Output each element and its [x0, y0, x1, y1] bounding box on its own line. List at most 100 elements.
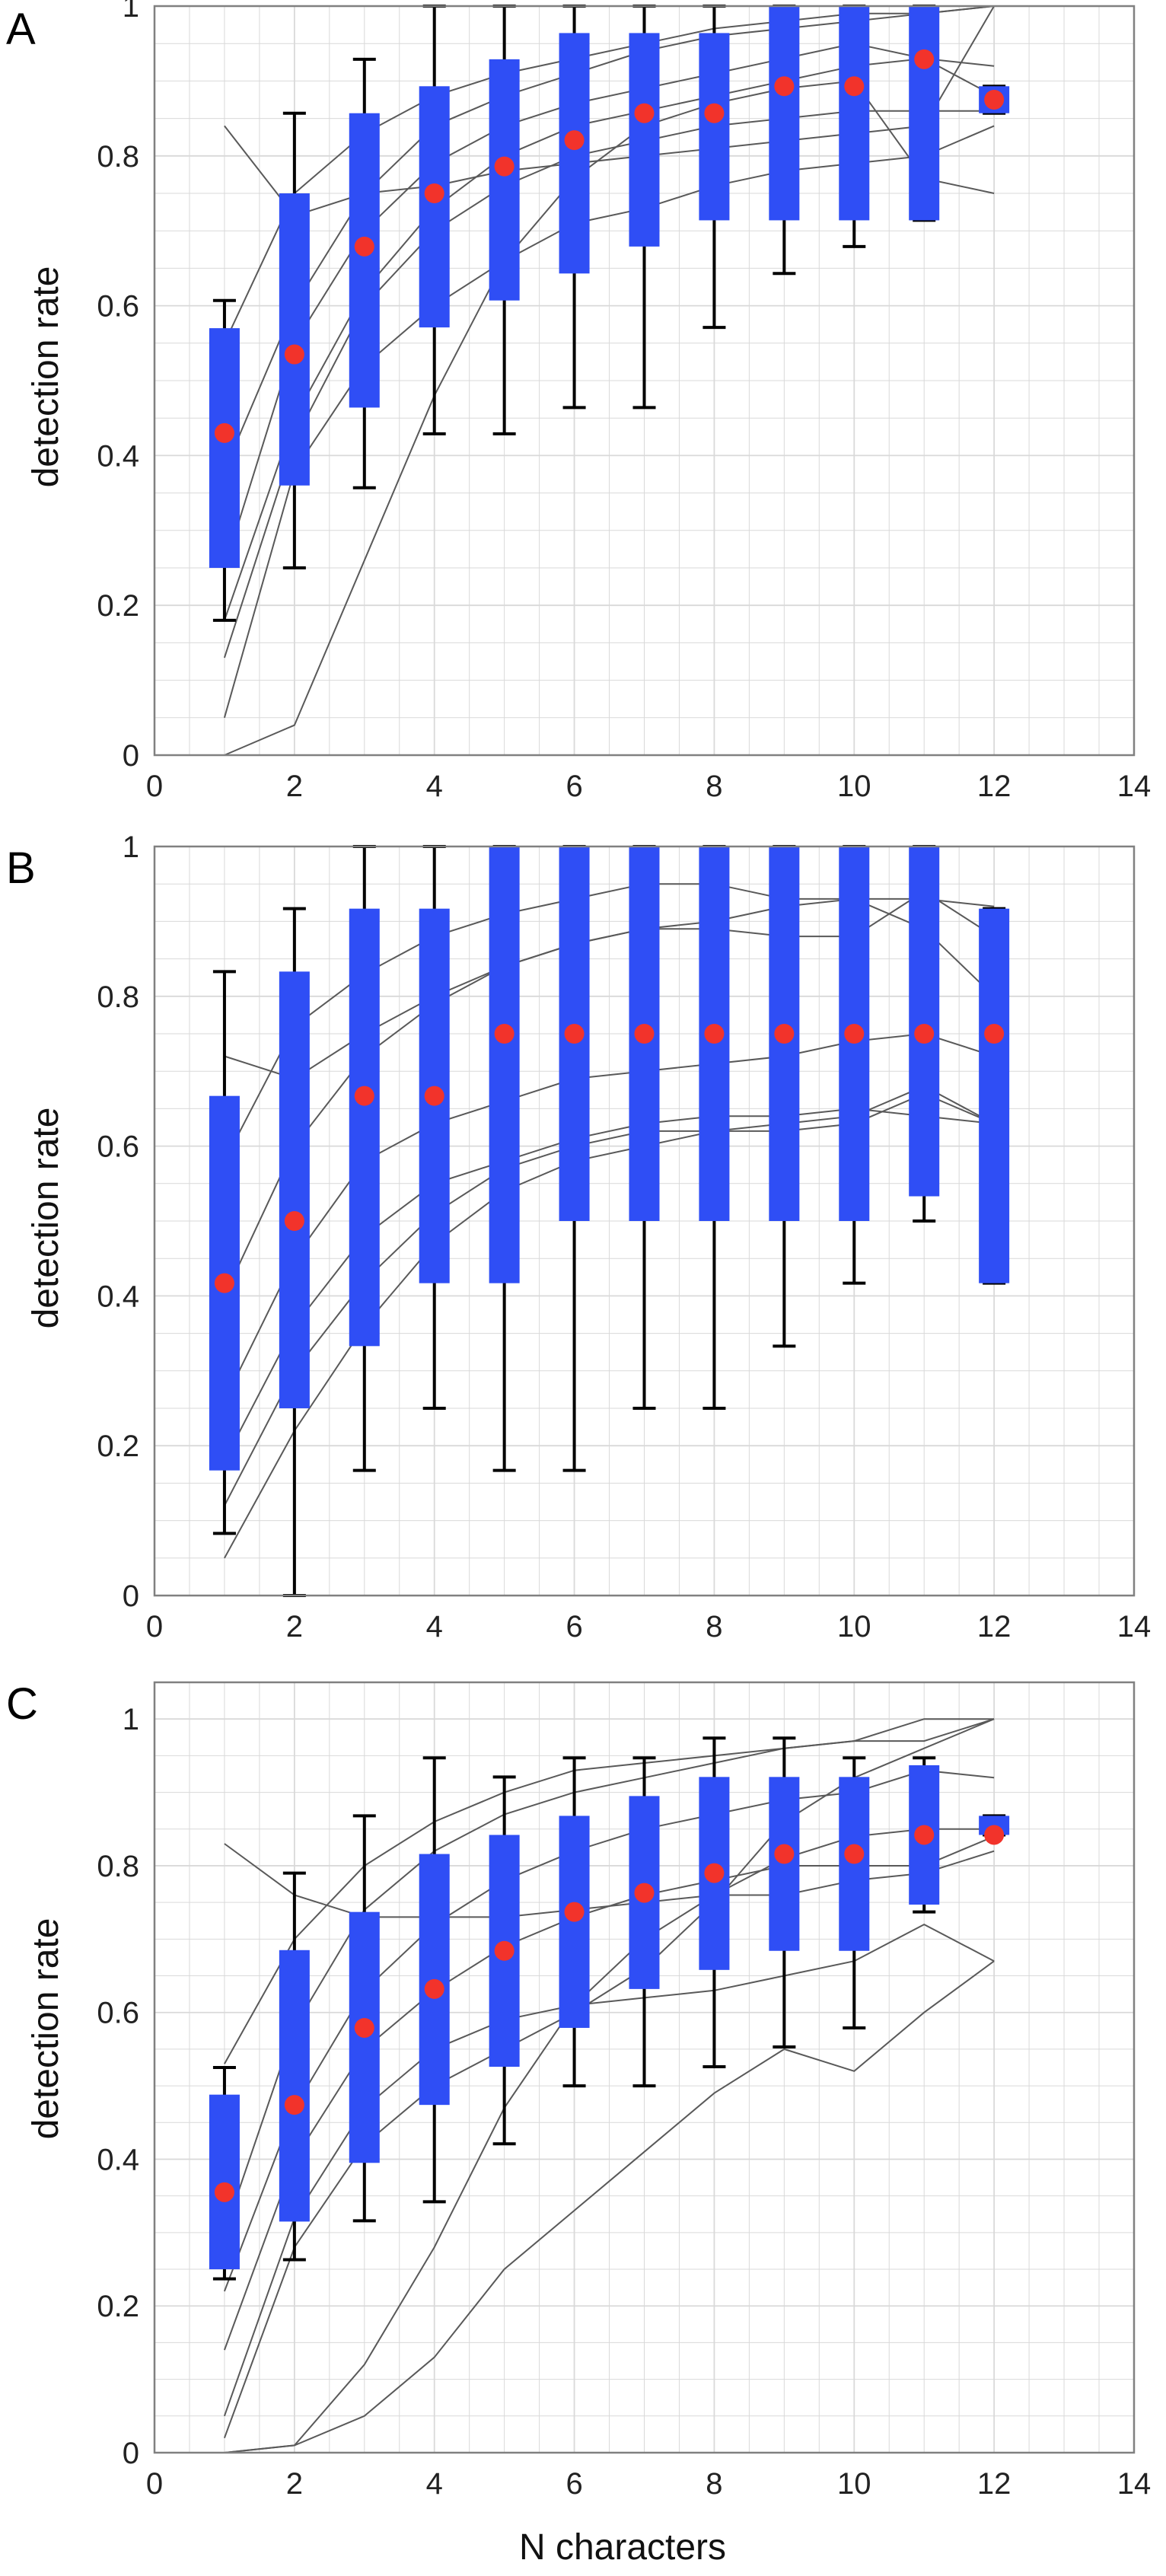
median-dot	[844, 76, 865, 97]
median-dot	[634, 1883, 655, 1903]
x-tick-label: 6	[565, 770, 582, 803]
box-group	[629, 845, 660, 1410]
median-dot	[424, 1978, 444, 1999]
box	[559, 1816, 590, 2028]
box-group	[559, 5, 590, 410]
median-dot	[704, 1863, 725, 1883]
box	[839, 6, 870, 221]
box-group	[839, 845, 870, 1285]
box	[769, 6, 800, 221]
x-tick-label: 0	[146, 2467, 163, 2501]
x-tick-label: 8	[706, 770, 722, 803]
x-tick-label: 0	[146, 770, 163, 803]
y-tick-label: 0.2	[97, 589, 139, 623]
box-group	[629, 5, 660, 410]
median-dot	[424, 1086, 444, 1106]
y-tick-label: 0.6	[97, 1997, 139, 2030]
subject-line	[224, 1718, 995, 2064]
y-tick-label: 0.2	[97, 1430, 139, 1463]
median-dot	[634, 103, 655, 123]
box	[839, 1777, 870, 1951]
y-tick-label: 1	[123, 0, 139, 24]
median-dot	[494, 156, 515, 177]
box-group	[349, 57, 380, 489]
median-dot	[914, 1024, 935, 1044]
median-dot	[914, 1825, 935, 1845]
box-group	[419, 845, 450, 1410]
y-tick-label: 0.4	[97, 1280, 139, 1313]
box-group	[699, 845, 730, 1410]
panel-label: C	[6, 1679, 38, 1729]
box-group	[279, 1871, 310, 2262]
box-group	[909, 1756, 940, 1914]
x-tick-label: 2	[286, 2467, 303, 2501]
x-tick-label: 0	[146, 1610, 163, 1643]
subject-line	[224, 1960, 995, 2453]
median-dot	[914, 49, 935, 69]
median-dot	[354, 1086, 374, 1106]
x-tick-label: 14	[1117, 770, 1152, 803]
box	[559, 33, 590, 274]
axes-frame	[153, 1681, 1136, 2454]
median-dot	[214, 2182, 234, 2202]
box	[909, 846, 940, 1197]
median-dot	[844, 1024, 865, 1044]
x-tick-label: 2	[286, 770, 303, 803]
box	[209, 328, 240, 568]
x-tick-label: 14	[1117, 1610, 1152, 1643]
y-tick-label: 0.8	[97, 1850, 139, 1883]
box	[419, 86, 450, 328]
box-group	[209, 2066, 240, 2281]
median-dot	[494, 1024, 515, 1044]
box-group	[559, 845, 590, 1472]
box-group	[769, 5, 800, 276]
box-group	[559, 1756, 590, 2088]
median-dot	[424, 183, 444, 203]
y-tick-label: 0	[123, 739, 139, 773]
box-group	[489, 845, 520, 1472]
y-tick-label: 0.8	[97, 140, 139, 174]
box-group	[349, 845, 380, 1472]
box	[979, 908, 1010, 1283]
box	[629, 33, 660, 247]
box-group	[489, 5, 520, 435]
y-tick-label: 0.6	[97, 290, 139, 324]
y-tick-label: 0	[123, 1580, 139, 1613]
median-dot	[564, 130, 585, 151]
y-tick-label: 1	[123, 1703, 139, 1736]
y-tick-labels: 0 0.2 0.4 0.6 0.8 1	[97, 1703, 139, 2470]
boxes	[209, 845, 1010, 1597]
median-dot	[704, 103, 725, 123]
panel-a: A detection rate 0 2 4 6 8 10 12 14 0 0.2 0.4 0.6 0.…	[6, 0, 1151, 803]
median-dot	[844, 1844, 865, 1864]
panel-label: B	[6, 843, 36, 893]
x-tick-label: 4	[426, 770, 443, 803]
median-dot	[564, 1902, 585, 1922]
x-tick-label: 4	[426, 2467, 443, 2501]
x-tick-label: 12	[977, 1610, 1011, 1643]
x-tick-labels: 0 2 4 6 8 10 12 14	[146, 770, 1151, 803]
x-tick-label: 10	[837, 770, 871, 803]
panel-b: B detection rate 0 2 4 6 8 10 12 14 0 0.2 0.4 0.6 0.…	[6, 831, 1151, 1643]
x-axis-label: N characters	[519, 2527, 726, 2568]
box-group	[349, 1814, 380, 2223]
median-dot	[214, 1273, 234, 1293]
y-tick-label: 0.8	[97, 980, 139, 1014]
x-tick-label: 12	[977, 2467, 1011, 2501]
boxes	[209, 5, 1010, 622]
box-group	[489, 1775, 520, 2146]
box-group	[419, 5, 450, 435]
box-group	[979, 84, 1010, 115]
box-group	[839, 5, 870, 248]
box	[769, 1777, 800, 1951]
box-group	[209, 970, 240, 1535]
median-dot	[284, 344, 304, 365]
y-tick-label: 0.4	[97, 2143, 139, 2176]
box	[279, 193, 310, 486]
plot-area: 0 2 4 6 8 10 12 14 0 0.2 0.4 0.6 0.8 1	[97, 831, 1151, 1643]
box-group	[279, 907, 310, 1597]
median-dot	[984, 90, 1005, 110]
x-tick-labels: 0 2 4 6 8 10 12 14	[146, 1610, 1151, 1643]
median-dot	[564, 1024, 585, 1044]
